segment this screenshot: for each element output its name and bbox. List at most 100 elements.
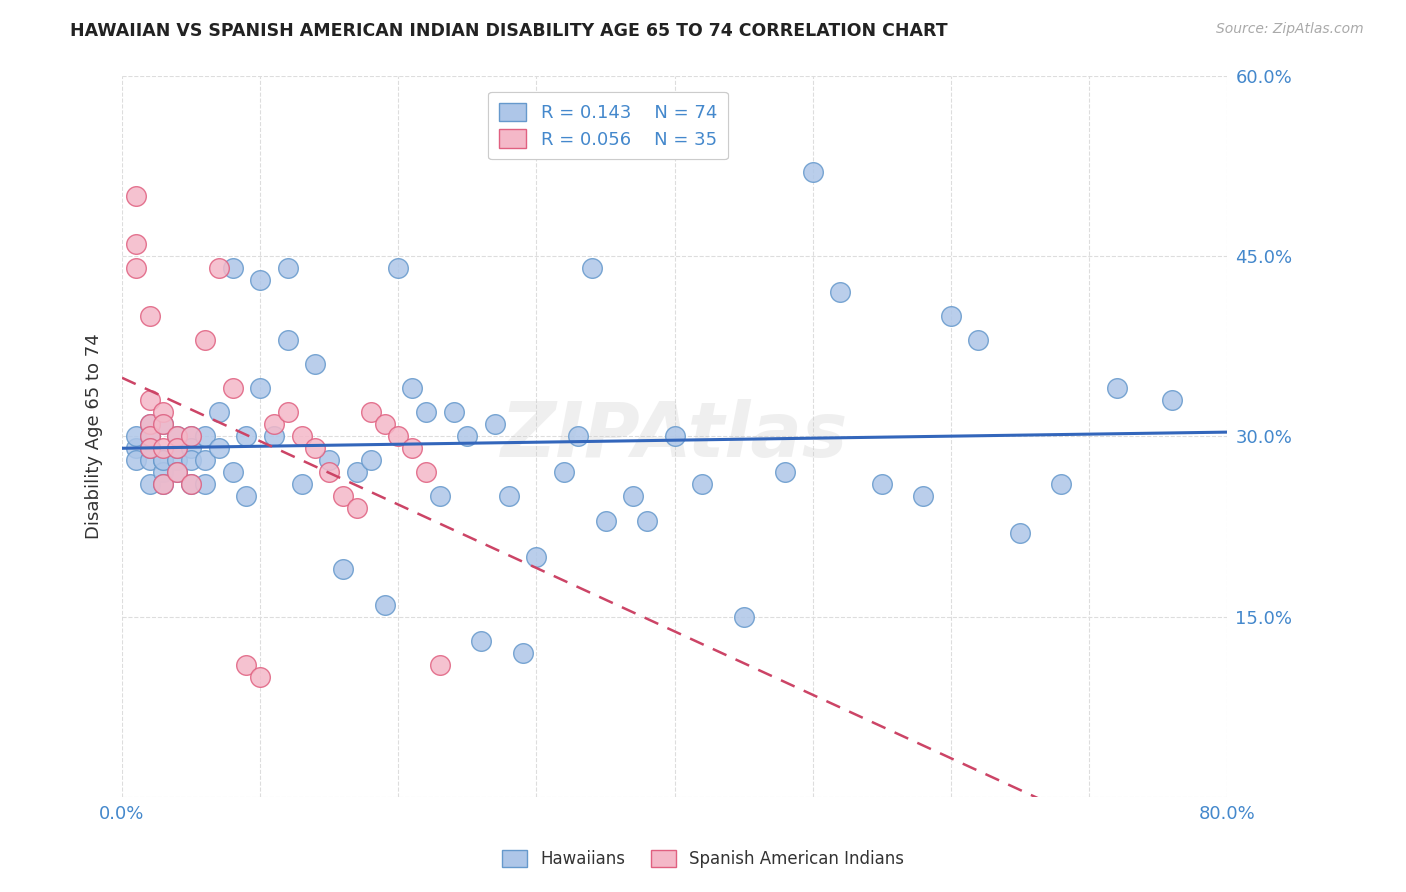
- Point: [636, 514, 658, 528]
- Point: [263, 429, 285, 443]
- Point: [690, 477, 713, 491]
- Point: [581, 260, 603, 275]
- Point: [138, 393, 160, 408]
- Point: [304, 442, 326, 456]
- Point: [194, 429, 217, 443]
- Point: [401, 442, 423, 456]
- Point: [221, 381, 243, 395]
- Point: [360, 453, 382, 467]
- Point: [152, 417, 174, 432]
- Point: [138, 417, 160, 432]
- Point: [194, 477, 217, 491]
- Point: [595, 514, 617, 528]
- Point: [221, 260, 243, 275]
- Point: [125, 188, 148, 202]
- Point: [194, 453, 217, 467]
- Point: [235, 490, 257, 504]
- Point: [360, 405, 382, 419]
- Point: [912, 490, 935, 504]
- Text: Source: ZipAtlas.com: Source: ZipAtlas.com: [1216, 22, 1364, 37]
- Point: [277, 405, 299, 419]
- Point: [332, 561, 354, 575]
- Point: [249, 670, 271, 684]
- Point: [138, 429, 160, 443]
- Point: [166, 442, 188, 456]
- Point: [318, 466, 340, 480]
- Point: [180, 453, 202, 467]
- Point: [180, 429, 202, 443]
- Point: [235, 429, 257, 443]
- Point: [138, 442, 160, 456]
- Point: [166, 429, 188, 443]
- Point: [526, 549, 548, 564]
- Point: [166, 453, 188, 467]
- Point: [180, 429, 202, 443]
- Point: [152, 466, 174, 480]
- Point: [773, 466, 796, 480]
- Point: [484, 417, 506, 432]
- Point: [152, 477, 174, 491]
- Point: [1160, 393, 1182, 408]
- Point: [443, 405, 465, 419]
- Point: [470, 633, 492, 648]
- Point: [373, 598, 395, 612]
- Point: [277, 260, 299, 275]
- Point: [208, 442, 231, 456]
- Point: [235, 657, 257, 672]
- Point: [291, 429, 314, 443]
- Point: [429, 657, 451, 672]
- Point: [152, 477, 174, 491]
- Point: [152, 417, 174, 432]
- Point: [152, 453, 174, 467]
- Point: [125, 236, 148, 251]
- Point: [208, 405, 231, 419]
- Point: [567, 429, 589, 443]
- Point: [221, 466, 243, 480]
- Point: [664, 429, 686, 443]
- Point: [553, 466, 575, 480]
- Point: [138, 417, 160, 432]
- Point: [939, 309, 962, 323]
- Point: [415, 405, 437, 419]
- Point: [415, 466, 437, 480]
- Point: [138, 429, 160, 443]
- Point: [291, 477, 314, 491]
- Point: [125, 260, 148, 275]
- Point: [138, 442, 160, 456]
- Point: [870, 477, 893, 491]
- Point: [138, 477, 160, 491]
- Point: [208, 260, 231, 275]
- Point: [801, 165, 824, 179]
- Point: [249, 381, 271, 395]
- Point: [1050, 477, 1073, 491]
- Legend: R = 0.143    N = 74, R = 0.056    N = 35: R = 0.143 N = 74, R = 0.056 N = 35: [488, 92, 728, 160]
- Text: ZIPAtlas: ZIPAtlas: [501, 400, 848, 474]
- Text: HAWAIIAN VS SPANISH AMERICAN INDIAN DISABILITY AGE 65 TO 74 CORRELATION CHART: HAWAIIAN VS SPANISH AMERICAN INDIAN DISA…: [70, 22, 948, 40]
- Point: [387, 429, 409, 443]
- Point: [249, 273, 271, 287]
- Point: [830, 285, 852, 299]
- Point: [429, 490, 451, 504]
- Point: [733, 609, 755, 624]
- Point: [166, 442, 188, 456]
- Point: [373, 417, 395, 432]
- Point: [152, 405, 174, 419]
- Point: [180, 477, 202, 491]
- Point: [125, 453, 148, 467]
- Point: [138, 309, 160, 323]
- Point: [512, 646, 534, 660]
- Point: [277, 333, 299, 347]
- Point: [346, 466, 368, 480]
- Point: [180, 442, 202, 456]
- Point: [166, 466, 188, 480]
- Point: [263, 417, 285, 432]
- Point: [332, 490, 354, 504]
- Point: [498, 490, 520, 504]
- Point: [166, 429, 188, 443]
- Point: [304, 357, 326, 371]
- Point: [125, 429, 148, 443]
- Point: [194, 333, 217, 347]
- Point: [318, 453, 340, 467]
- Point: [180, 477, 202, 491]
- Point: [967, 333, 990, 347]
